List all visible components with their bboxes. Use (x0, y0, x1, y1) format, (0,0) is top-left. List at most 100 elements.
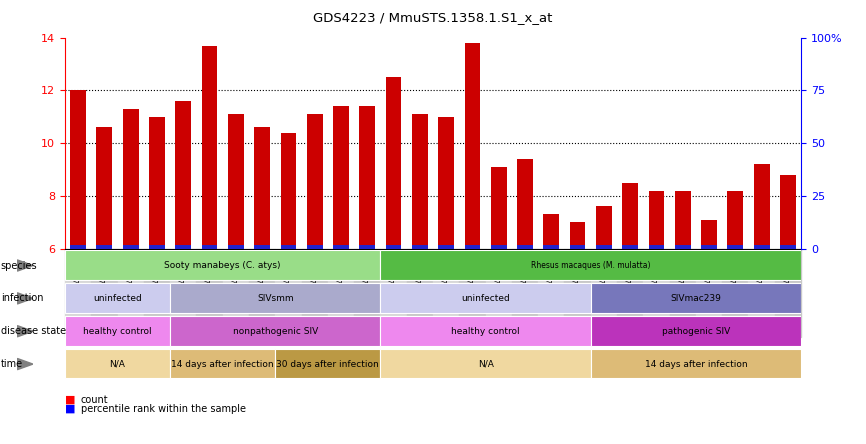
Bar (701, 220, 717, 249)
Bar (486, 249, 512, 337)
Bar (65, 283, 170, 313)
Bar (538, 249, 565, 337)
Bar (591, 283, 801, 313)
Bar (385, 246, 402, 249)
Bar (149, 246, 165, 249)
Bar (512, 249, 538, 337)
Bar (727, 246, 743, 249)
Bar (65, 349, 170, 378)
Bar (65, 316, 170, 345)
Bar (696, 249, 722, 337)
Text: nonpathogenic SIV: nonpathogenic SIV (233, 327, 318, 336)
Bar (649, 190, 664, 249)
Text: uninfected: uninfected (462, 294, 510, 303)
Text: infection: infection (1, 293, 43, 303)
Bar (202, 246, 217, 249)
Bar (438, 246, 454, 249)
Bar (464, 43, 481, 249)
Bar (570, 222, 585, 249)
Bar (275, 249, 301, 337)
Bar (517, 159, 533, 249)
Text: Rhesus macaques (M. mulatta): Rhesus macaques (M. mulatta) (531, 261, 650, 270)
Text: SIVsmm: SIVsmm (257, 294, 294, 303)
Text: healthy control: healthy control (83, 327, 152, 336)
Bar (753, 164, 770, 249)
Bar (380, 250, 801, 280)
Bar (380, 249, 407, 337)
Bar (623, 246, 638, 249)
Text: species: species (1, 261, 37, 270)
Bar (669, 249, 696, 337)
Bar (544, 246, 559, 249)
Bar (175, 246, 191, 249)
Bar (649, 246, 664, 249)
Bar (544, 214, 559, 249)
Bar (780, 175, 796, 249)
Bar (433, 249, 459, 337)
Bar (170, 349, 275, 378)
Bar (70, 91, 86, 249)
Bar (565, 249, 591, 337)
Bar (301, 249, 328, 337)
Polygon shape (17, 260, 33, 271)
Bar (748, 249, 775, 337)
Bar (591, 349, 801, 378)
Bar (675, 190, 691, 249)
Text: SIVmac239: SIVmac239 (670, 294, 721, 303)
Bar (596, 206, 611, 249)
Bar (464, 246, 481, 249)
Bar (202, 46, 217, 249)
Bar (96, 127, 113, 249)
Bar (412, 114, 428, 249)
Bar (380, 349, 591, 378)
Bar (249, 249, 275, 337)
Text: ■: ■ (65, 404, 75, 414)
Bar (380, 316, 591, 345)
Bar (491, 167, 507, 249)
Bar (223, 249, 249, 337)
Bar (123, 246, 139, 249)
Bar (775, 249, 801, 337)
Bar (123, 109, 139, 249)
Polygon shape (17, 293, 33, 304)
Text: GDS4223 / MmuSTS.1358.1.S1_x_at: GDS4223 / MmuSTS.1358.1.S1_x_at (313, 11, 553, 24)
Text: ■: ■ (65, 395, 75, 405)
Bar (591, 249, 617, 337)
Bar (385, 77, 402, 249)
Bar (65, 250, 380, 280)
Bar (407, 249, 433, 337)
Bar (359, 106, 375, 249)
Text: healthy control: healthy control (451, 327, 520, 336)
Text: N/A: N/A (110, 360, 126, 369)
Bar (228, 246, 243, 249)
Bar (96, 246, 113, 249)
Bar (255, 127, 270, 249)
Polygon shape (17, 358, 33, 370)
Bar (596, 246, 611, 249)
Text: percentile rank within the sample: percentile rank within the sample (81, 404, 246, 414)
Bar (170, 316, 380, 345)
Bar (359, 246, 375, 249)
Text: 30 days after infection: 30 days after infection (276, 360, 379, 369)
Bar (91, 249, 118, 337)
Bar (438, 117, 454, 249)
Bar (727, 190, 743, 249)
Bar (65, 249, 91, 337)
Bar (144, 249, 170, 337)
Bar (380, 283, 591, 313)
Bar (354, 249, 380, 337)
Bar (517, 246, 533, 249)
Bar (753, 246, 770, 249)
Bar (228, 114, 243, 249)
Bar (623, 183, 638, 249)
Text: 14 days after infection: 14 days after infection (644, 360, 747, 369)
Bar (281, 246, 296, 249)
Bar (591, 316, 801, 345)
Bar (275, 349, 380, 378)
Bar (617, 249, 643, 337)
Bar (333, 106, 349, 249)
Bar (722, 249, 748, 337)
Bar (412, 246, 428, 249)
Bar (255, 246, 270, 249)
Text: N/A: N/A (478, 360, 494, 369)
